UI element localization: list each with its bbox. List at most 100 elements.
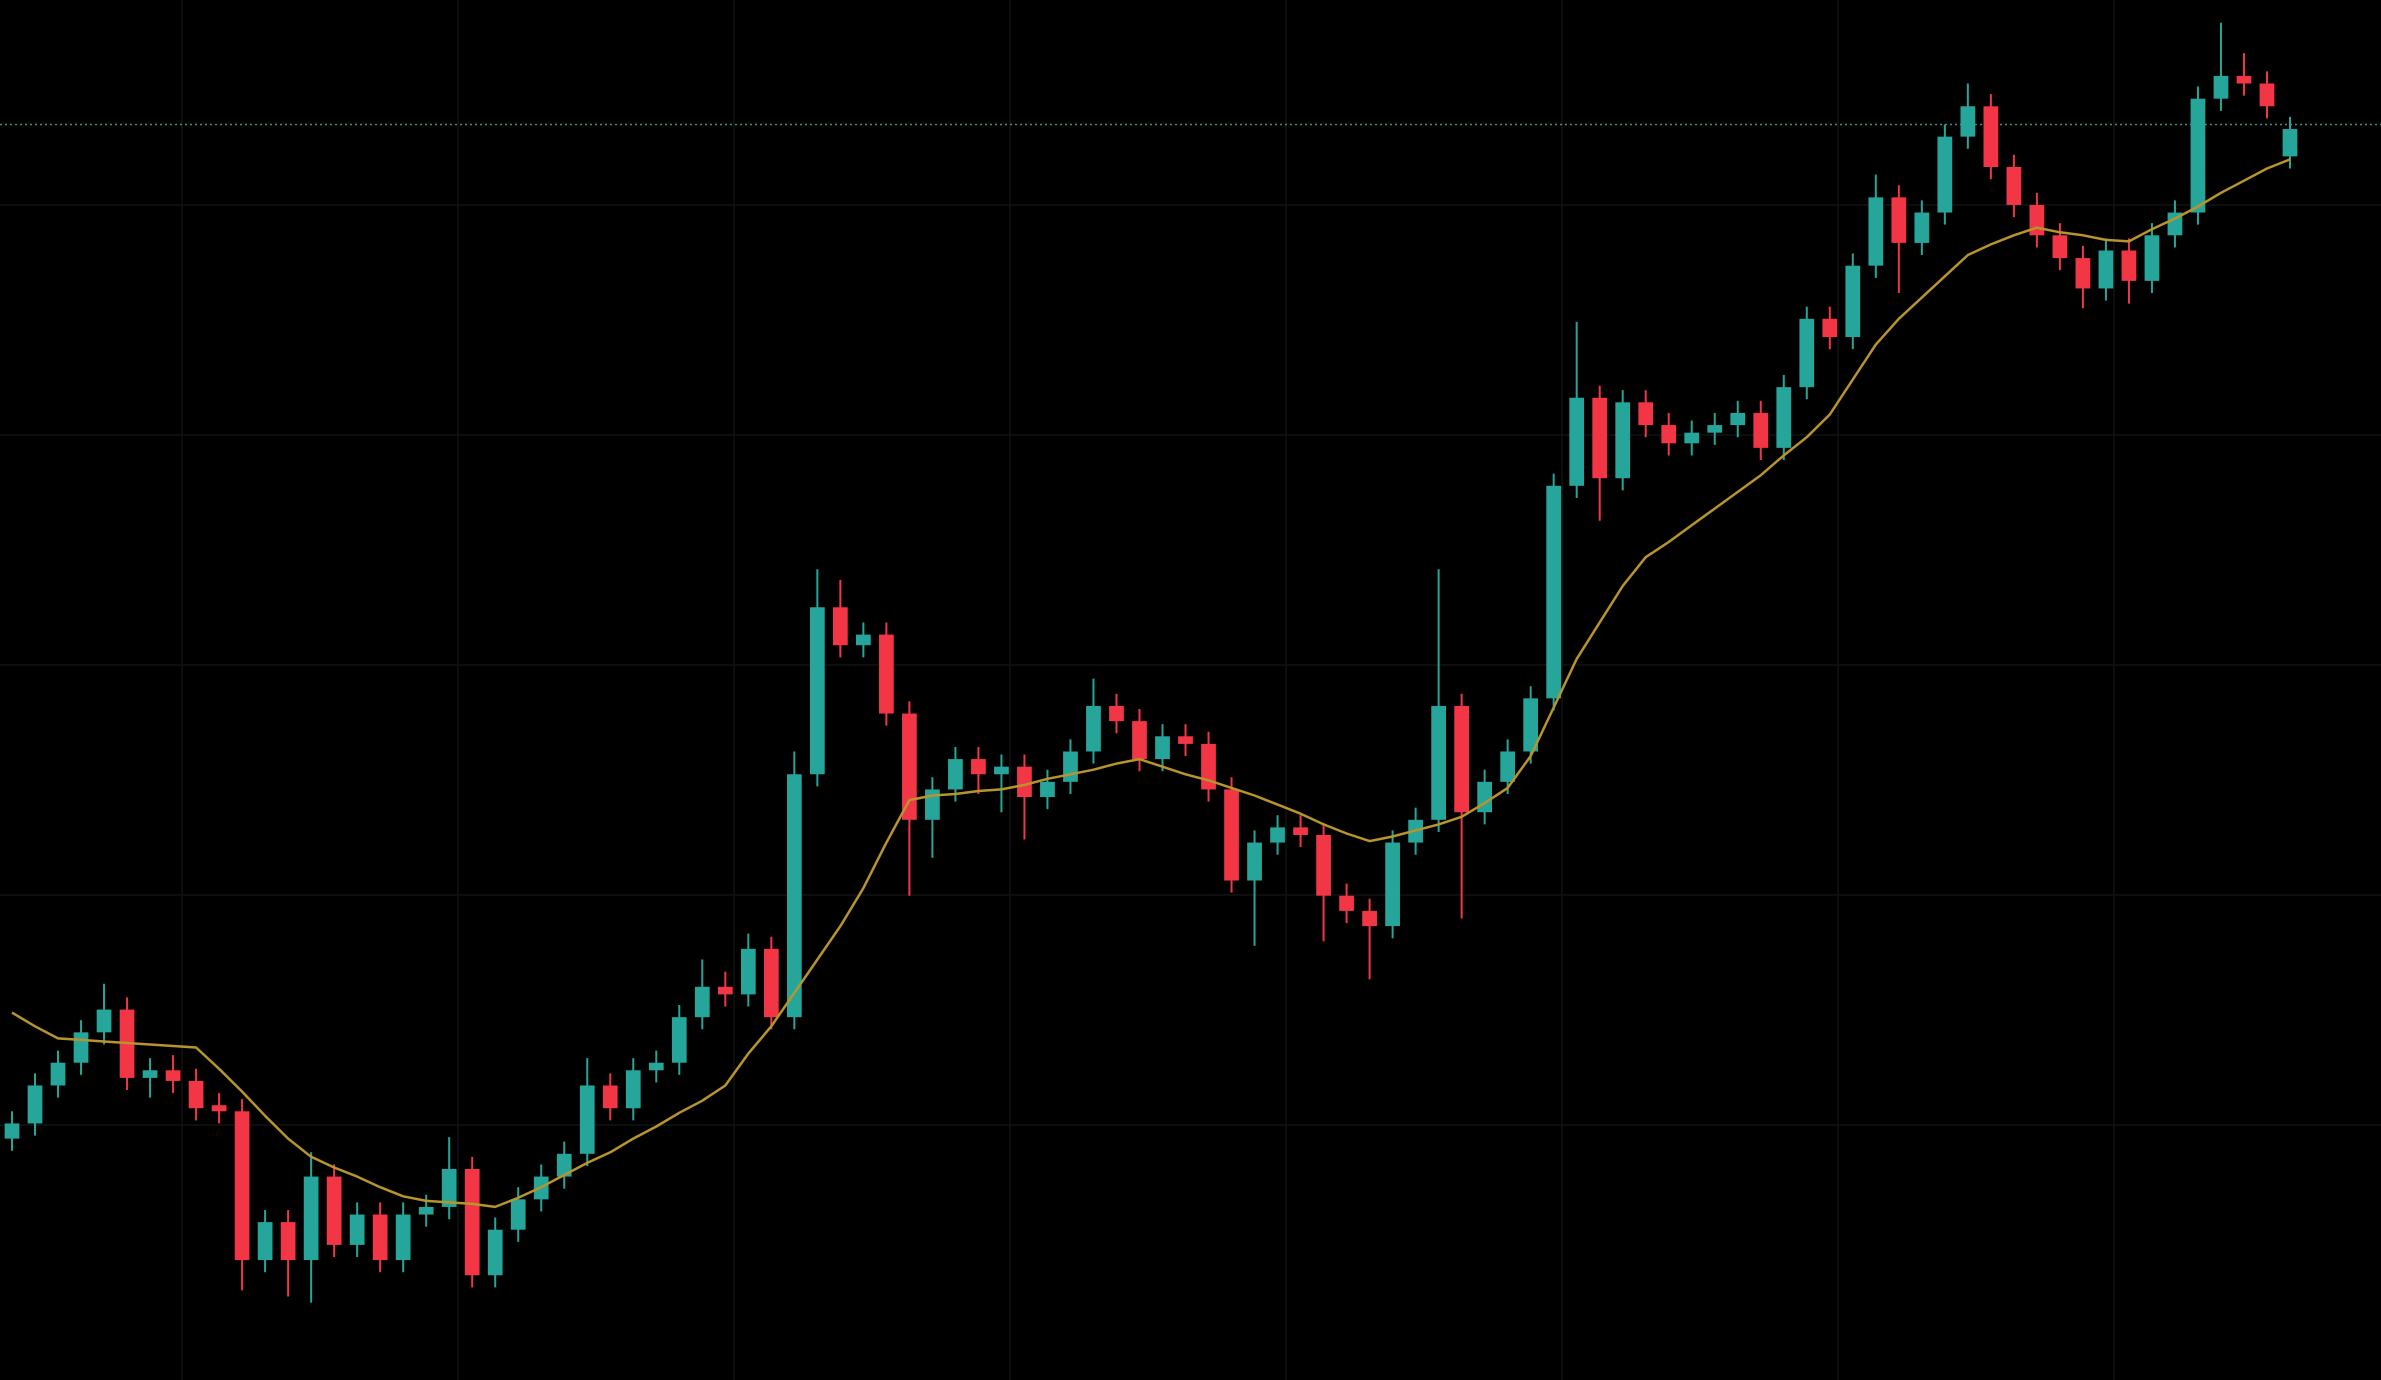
candle-body: [2006, 166, 2022, 205]
candle-body: [1523, 698, 1539, 752]
candle-body: [165, 1070, 181, 1081]
candle-body: [1661, 425, 1677, 444]
candle-body: [1822, 318, 1838, 338]
candle-body: [142, 1070, 158, 1078]
candle-body: [1132, 721, 1147, 760]
candle-body: [1017, 766, 1032, 798]
candle-body: [1247, 842, 1262, 881]
candle-body: [740, 948, 756, 995]
candle-body: [4, 1123, 20, 1139]
candle-body: [556, 1153, 572, 1177]
candle-body: [1086, 705, 1101, 752]
candle-body: [763, 948, 779, 1018]
candle-body: [1868, 197, 1884, 266]
candle-body: [2121, 250, 2137, 281]
candle-body: [2259, 83, 2275, 107]
candle-body: [487, 1229, 503, 1276]
candle-body: [2167, 212, 2183, 236]
candle-body: [786, 774, 802, 1018]
candle-body: [418, 1206, 434, 1215]
candle-body: [994, 766, 1009, 775]
candle-body: [2052, 235, 2068, 259]
candle-body: [1339, 895, 1354, 911]
candle-body: [2144, 235, 2160, 281]
candle-body: [2029, 204, 2045, 236]
candle-body: [1592, 397, 1608, 479]
candle-body: [510, 1199, 526, 1230]
candle-body: [96, 1009, 112, 1033]
candle-body: [1316, 834, 1331, 896]
candle-body: [971, 759, 986, 775]
candle-body: [1385, 842, 1400, 927]
candle-body: [671, 1017, 687, 1063]
candle-body: [1109, 705, 1124, 722]
candle-body: [1707, 425, 1723, 433]
candle-body: [2190, 98, 2206, 213]
candle-body: [648, 1062, 664, 1071]
candle-body: [1293, 827, 1308, 835]
candle-body: [1224, 789, 1239, 881]
candle-body: [602, 1085, 618, 1109]
candle-body: [1546, 485, 1562, 699]
candle-body: [1730, 412, 1746, 426]
candle-body: [27, 1085, 43, 1124]
candle-body: [833, 607, 848, 646]
candle-body: [1362, 910, 1377, 927]
candles: [4, 22, 2298, 1303]
candle-body: [1891, 197, 1907, 243]
candle-body: [2282, 129, 2298, 157]
candle-body: [1776, 387, 1792, 448]
candle-body: [441, 1168, 457, 1207]
candle-body: [280, 1222, 296, 1261]
candle-body: [349, 1214, 365, 1245]
candle-body: [879, 634, 894, 714]
candle-body: [1937, 136, 1953, 213]
candle-body: [625, 1070, 641, 1109]
candle-body: [948, 759, 963, 790]
candle-body: [2213, 75, 2229, 99]
candle-body: [1201, 743, 1216, 790]
candle-body: [1638, 402, 1654, 426]
candle-body: [1684, 432, 1700, 444]
candle-body: [1845, 265, 1861, 338]
candle-body: [1477, 781, 1493, 813]
candle-body: [1155, 736, 1170, 760]
candle-body: [809, 607, 825, 775]
candle-body: [50, 1062, 66, 1086]
candle-body: [1040, 781, 1055, 798]
candle-body: [73, 1032, 89, 1063]
candle-body: [1799, 318, 1815, 388]
candle-body: [1569, 397, 1585, 486]
candle-body: [1500, 751, 1516, 782]
candle-body: [717, 986, 733, 995]
candle-body: [1454, 705, 1469, 813]
candle-body: [1983, 106, 1999, 167]
candle-body: [188, 1080, 204, 1109]
candle-body: [1960, 106, 1976, 137]
candle-body: [2098, 250, 2114, 289]
candle-body: [303, 1176, 319, 1261]
candle-body: [579, 1085, 595, 1154]
candle-body: [1615, 402, 1631, 479]
candle-body: [464, 1168, 480, 1276]
candle-body: [372, 1214, 388, 1261]
candle-body: [1431, 705, 1446, 820]
candle-body: [1753, 412, 1769, 448]
candle-body: [1063, 751, 1078, 782]
candle-body: [211, 1105, 227, 1112]
candle-body: [856, 634, 871, 646]
candle-body: [234, 1111, 250, 1261]
moving-average-line: [11, 158, 2291, 1209]
candle-body: [257, 1222, 273, 1261]
candle-body: [2075, 258, 2091, 289]
candle-body: [1914, 212, 1930, 243]
candle-body: [902, 713, 917, 820]
candle-body: [326, 1176, 342, 1245]
candle-body: [694, 986, 710, 1018]
candle-body: [395, 1214, 411, 1261]
candle-body: [1178, 736, 1193, 744]
candle-body: [2236, 75, 2252, 84]
